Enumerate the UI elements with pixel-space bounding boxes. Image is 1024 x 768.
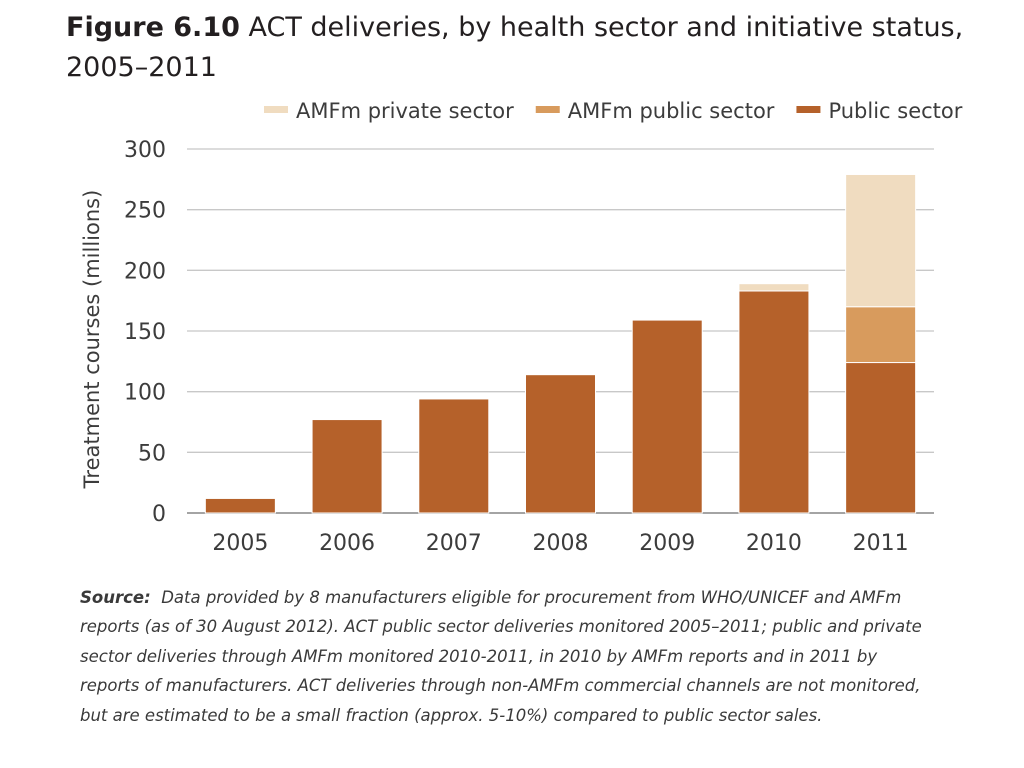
y-axis-title: Treatment courses (millions)	[80, 190, 104, 490]
bar-segment	[845, 173, 917, 308]
figure-number: Figure 6.10	[66, 12, 240, 43]
bar-segment	[525, 374, 596, 514]
bar-segment	[845, 362, 917, 514]
bar-segment	[418, 398, 490, 514]
legend-label: AMFm private sector	[296, 99, 514, 123]
legend-label: AMFm public sector	[568, 99, 775, 123]
x-tick-label: 2011	[853, 531, 909, 556]
y-tick-label: 150	[124, 320, 166, 345]
bar-segment	[738, 283, 810, 292]
bar-segment	[845, 306, 917, 364]
y-tick-label: 300	[124, 138, 166, 163]
legend-swatch	[796, 106, 821, 113]
y-tick-label: 100	[124, 381, 166, 406]
source-label: Source:	[80, 588, 151, 607]
legend-swatch	[535, 106, 560, 113]
legend-label: Public sector	[828, 99, 962, 123]
x-tick-label: 2009	[639, 531, 695, 556]
y-tick-label: 200	[124, 259, 166, 284]
y-tick-label: 50	[138, 441, 166, 466]
source-text: Data provided by 8 manufacturers eligibl…	[80, 588, 922, 725]
y-tick-label: 0	[152, 502, 166, 527]
chart-title: Figure 6.10 ACT deliveries, by health se…	[66, 8, 966, 88]
x-tick-label: 2006	[319, 531, 375, 556]
x-tick-label: 2005	[212, 531, 268, 556]
x-tick-label: 2008	[533, 531, 589, 556]
x-tick-label: 2007	[426, 531, 482, 556]
chart: 0 50 100 150 200 250 300 Treatment courses (mil…	[80, 99, 963, 556]
y-tick-label: 250	[124, 199, 166, 224]
bar-segment	[311, 419, 383, 514]
bar-segment	[204, 497, 276, 514]
x-tick-label: 2010	[746, 531, 802, 556]
bar-segment	[631, 319, 703, 514]
figure-caption: ACT deliveries, by health sector and ini…	[66, 12, 964, 83]
source-note: Source: Data provided by 8 manufacturers…	[80, 583, 930, 730]
bar-segment	[738, 290, 810, 514]
legend-swatch	[264, 106, 288, 113]
